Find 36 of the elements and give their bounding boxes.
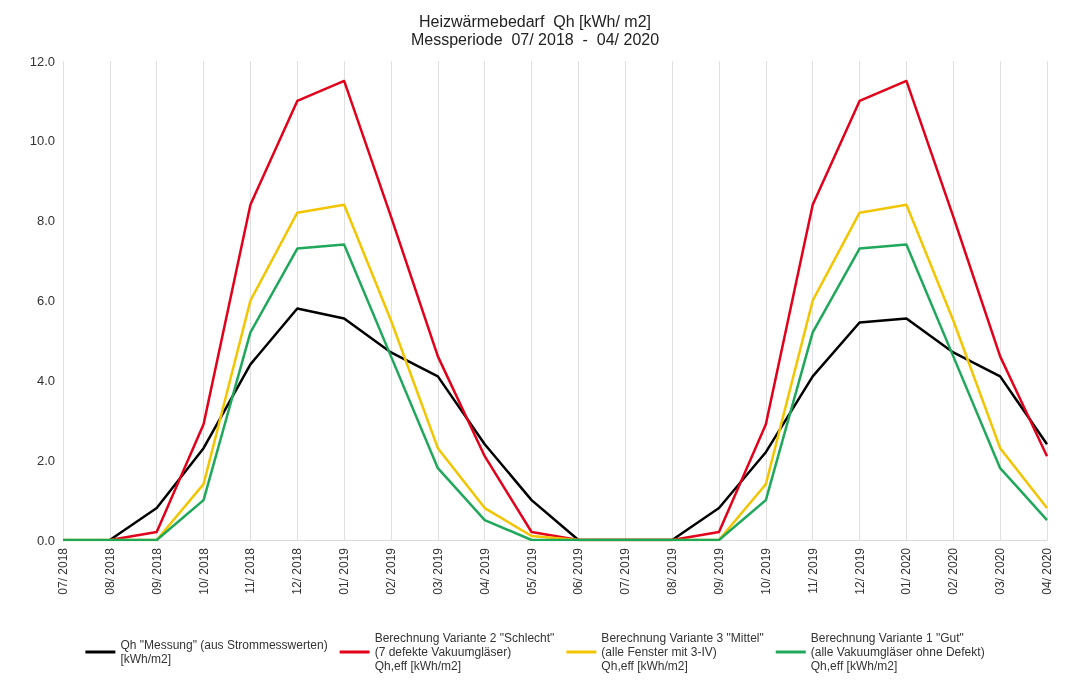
x-tick-label: 01/ 2019 xyxy=(337,547,352,595)
x-tick-label: 04/ 2019 xyxy=(477,547,492,595)
legend-label: Berechnung Variante 2 "Schlecht" (7 defekte Vakuumgläser) Qh,eff [kWh/m2] xyxy=(374,631,555,673)
y-tick-label: 6.0 xyxy=(36,293,55,308)
y-tick-label: 0.0 xyxy=(36,532,55,548)
x-tick-label: 11/ 2018 xyxy=(243,547,258,594)
x-tick-label: 09/ 2019 xyxy=(712,547,726,595)
x-tick-label: 10/ 2018 xyxy=(196,547,211,595)
x-tick-label: 08/ 2019 xyxy=(665,547,680,595)
legend-label: Berechnung Variante 1 "Gut" (alle Vakuumgläser ohne Defekt) Qh,eff [kWh/m2] xyxy=(810,631,985,673)
x-tick-label: 10/ 2019 xyxy=(758,547,773,595)
legend-label: Berechnung Variante 3 "Mittel" (alle Fenster mit 3-IV) Qh,eff [kWh/m2] xyxy=(601,631,764,673)
x-tick-label: 03/ 2019 xyxy=(430,547,445,595)
x-tick-label: 07/ 2018 xyxy=(56,547,70,595)
chart-subtitle: Messperiode 07/ 2018 - 04/ 2020 xyxy=(410,30,660,48)
x-tick-label: 04/ 2020 xyxy=(1040,547,1054,595)
x-tick-label: 05/ 2019 xyxy=(524,547,539,595)
x-tick-label: 02/ 2020 xyxy=(946,547,961,595)
legend-label: Qh "Messung" (aus Strommesswerten) [kWh/m2] xyxy=(120,638,328,666)
x-tick-label: 09/ 2018 xyxy=(149,547,164,595)
y-tick-label: 2.0 xyxy=(36,452,55,468)
x-tick-label: 02/ 2019 xyxy=(384,547,398,595)
x-tick-label: 12/ 2018 xyxy=(290,547,305,595)
x-tick-label: 11/ 2019 xyxy=(805,547,820,594)
x-tick-label: 06/ 2019 xyxy=(571,547,586,595)
x-tick-label: 12/ 2019 xyxy=(852,547,867,595)
y-tick-label: 10.0 xyxy=(29,133,55,149)
y-tick-label: 12.0 xyxy=(29,53,55,69)
x-tick-label: 01/ 2020 xyxy=(899,547,914,595)
x-tick-label: 03/ 2020 xyxy=(993,547,1008,595)
chart-title: Heizwärmebedarf Qh [kWh/ m2] xyxy=(418,12,652,30)
x-tick-label: 07/ 2019 xyxy=(618,547,633,595)
x-tick-label: 08/ 2018 xyxy=(102,547,117,595)
line-series xyxy=(108,79,1049,542)
y-tick-label: 4.0 xyxy=(36,372,55,388)
y-tick-label: 8.0 xyxy=(36,213,55,229)
